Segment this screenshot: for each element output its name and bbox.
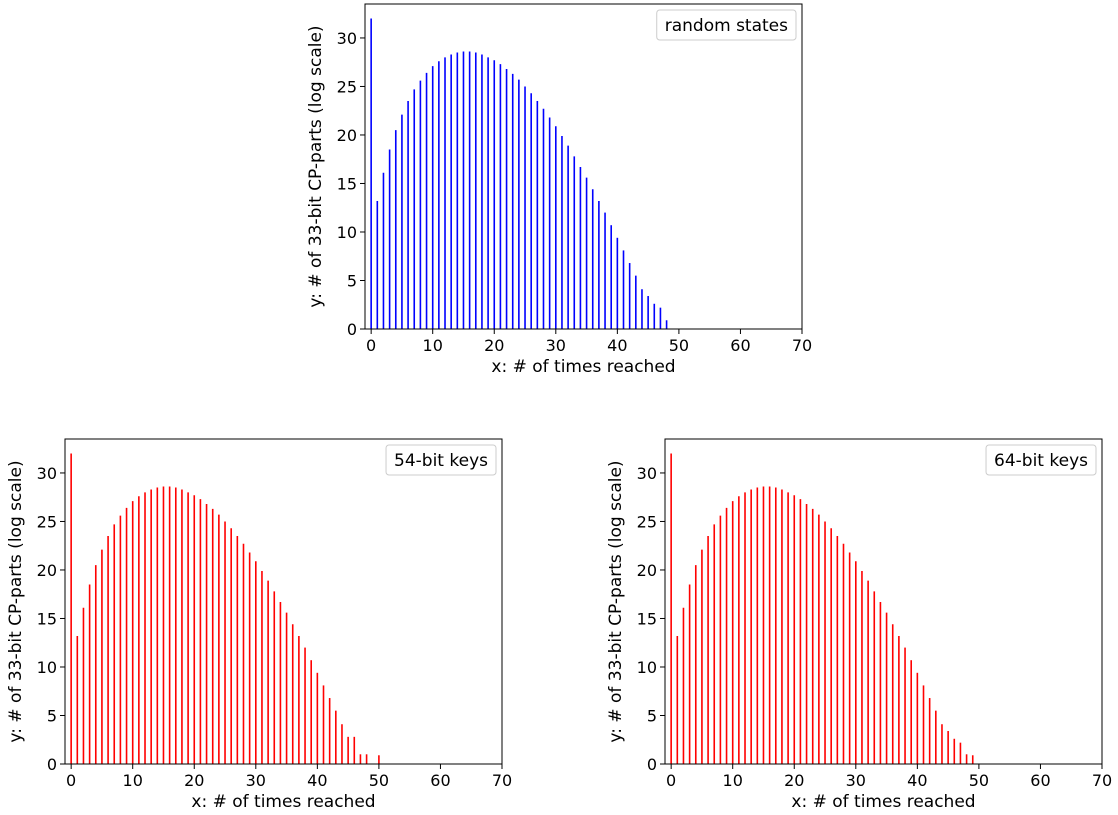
chart-panel-2: 0 10 20 30 40 50 60 70 0 5 10 15 20 25 30 x: # of times… <box>6 438 512 812</box>
x-tick-label: 60 <box>1030 771 1050 790</box>
x-tick-label: 50 <box>969 771 989 790</box>
legend-label: 54-bit keys <box>394 451 488 471</box>
x-tick-label: 50 <box>669 336 689 355</box>
x-tick-label: 10 <box>723 771 743 790</box>
y-tick-label: 30 <box>337 29 357 48</box>
y-tick-label: 10 <box>37 658 57 677</box>
y-tick-label: 0 <box>347 320 357 339</box>
chart-panel-1: 0 10 20 30 40 50 60 70 0 5 10 15 20 25 30 x: # of times… <box>306 3 812 377</box>
legend-label: random states <box>665 16 788 36</box>
x-axis-label: x: # of times reached <box>191 792 375 812</box>
y-axis-label: y: # of 33-bit CP-parts (log scale) <box>306 25 326 307</box>
y-axis-label: y: # of 33-bit CP-parts (log scale) <box>6 460 26 742</box>
x-tick-label: 20 <box>784 771 804 790</box>
legend: random states <box>656 9 797 41</box>
x-tick-label: 30 <box>246 771 266 790</box>
legend: 64-bit keys <box>985 444 1097 476</box>
y-axis-label: y: # of 33-bit CP-parts (log scale) <box>606 460 626 742</box>
y-tick-label: 30 <box>37 464 57 483</box>
x-tick-label: 40 <box>907 771 927 790</box>
y-tick-label: 15 <box>637 609 657 628</box>
x-axis-label: x: # of times reached <box>791 792 975 812</box>
y-tick-label: 20 <box>37 561 57 580</box>
x-tick-label: 60 <box>730 336 750 355</box>
y-tick-label: 20 <box>337 126 357 145</box>
y-tick-label: 15 <box>337 174 357 193</box>
y-tick-label: 0 <box>647 755 657 774</box>
y-tick-label: 0 <box>47 755 57 774</box>
legend: 54-bit keys <box>385 444 497 476</box>
x-tick-label: 40 <box>307 771 327 790</box>
x-tick-label: 0 <box>666 771 676 790</box>
x-tick-label: 60 <box>430 771 450 790</box>
x-tick-label: 10 <box>423 336 443 355</box>
legend-box <box>385 444 497 476</box>
x-tick-label: 0 <box>366 336 376 355</box>
x-tick-label: 10 <box>123 771 143 790</box>
legend-label: 64-bit keys <box>994 451 1088 471</box>
x-axis-label: x: # of times reached <box>491 357 675 377</box>
x-tick-label: 70 <box>492 771 512 790</box>
y-tick-label: 15 <box>37 609 57 628</box>
legend-box <box>656 9 797 41</box>
chart-panel-3: 0 10 20 30 40 50 60 70 0 5 10 15 20 25 30 x: # of times… <box>606 438 1112 812</box>
y-tick-label: 10 <box>637 658 657 677</box>
x-tick-label: 30 <box>846 771 866 790</box>
x-tick-label: 70 <box>792 336 812 355</box>
y-tick-label: 25 <box>337 77 357 96</box>
x-tick-label: 50 <box>369 771 389 790</box>
y-tick-label: 5 <box>47 706 57 725</box>
x-tick-label: 0 <box>66 771 76 790</box>
x-tick-label: 30 <box>546 336 566 355</box>
y-tick-label: 20 <box>637 561 657 580</box>
x-tick-label: 20 <box>184 771 204 790</box>
y-tick-label: 10 <box>337 223 357 242</box>
plot-frame <box>64 438 503 765</box>
y-tick-label: 25 <box>37 512 57 531</box>
x-tick-label: 40 <box>607 336 627 355</box>
y-tick-label: 25 <box>637 512 657 531</box>
y-tick-label: 5 <box>347 271 357 290</box>
legend-box <box>985 444 1097 476</box>
y-tick-label: 30 <box>637 464 657 483</box>
plot-frame <box>364 3 803 330</box>
y-tick-label: 5 <box>647 706 657 725</box>
x-tick-label: 20 <box>484 336 504 355</box>
x-tick-label: 70 <box>1092 771 1112 790</box>
plot-frame <box>664 438 1103 765</box>
